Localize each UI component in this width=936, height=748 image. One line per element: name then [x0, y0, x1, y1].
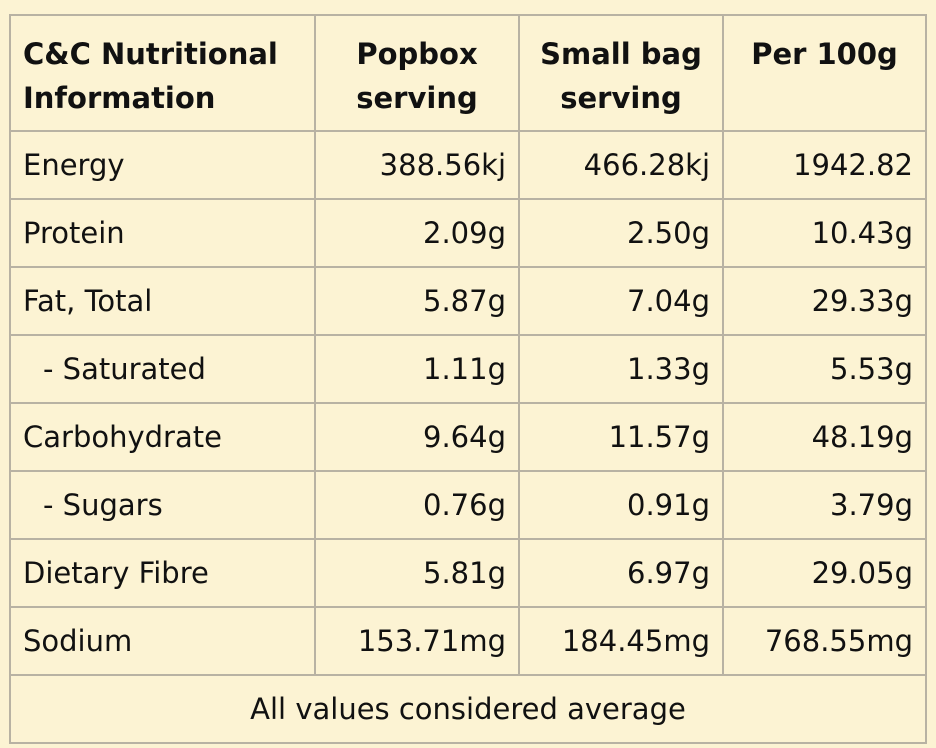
popbox-value: 5.81g	[314, 538, 520, 608]
table-row: Energy 388.56kj 466.28kj 1942.82	[9, 130, 927, 200]
table-row: Fat, Total 5.87g 7.04g 29.33g	[9, 266, 927, 336]
table-row: - Saturated 1.11g 1.33g 5.53g	[9, 334, 927, 404]
small-bag-value: 11.57g	[518, 402, 724, 472]
footer-row: All values considered average	[9, 674, 927, 744]
per-100g-value: 1942.82	[722, 130, 927, 200]
per-100g-value: 29.33g	[722, 266, 927, 336]
table-row: Sodium 153.71mg 184.45mg 768.55mg	[9, 606, 927, 676]
header-nutritional-information: C&C Nutritional Information	[9, 14, 316, 132]
small-bag-value: 0.91g	[518, 470, 724, 540]
table-row: Dietary Fibre 5.81g 6.97g 29.05g	[9, 538, 927, 608]
popbox-value: 153.71mg	[314, 606, 520, 676]
small-bag-value: 466.28kj	[518, 130, 724, 200]
per-100g-value: 29.05g	[722, 538, 927, 608]
row-label: Dietary Fibre	[9, 538, 316, 608]
row-label: - Sugars	[9, 470, 316, 540]
table-row: - Sugars 0.76g 0.91g 3.79g	[9, 470, 927, 540]
table-row: Carbohydrate 9.64g 11.57g 48.19g	[9, 402, 927, 472]
nutrition-table: C&C Nutritional Information Popbox servi…	[9, 14, 927, 744]
small-bag-value: 1.33g	[518, 334, 724, 404]
small-bag-value: 2.50g	[518, 198, 724, 268]
header-per-100g: Per 100g	[722, 14, 927, 132]
popbox-value: 2.09g	[314, 198, 520, 268]
popbox-value: 0.76g	[314, 470, 520, 540]
per-100g-value: 5.53g	[722, 334, 927, 404]
header-small-bag-serving: Small bag serving	[518, 14, 724, 132]
per-100g-value: 48.19g	[722, 402, 927, 472]
popbox-value: 388.56kj	[314, 130, 520, 200]
header-popbox-serving: Popbox serving	[314, 14, 520, 132]
row-label: Fat, Total	[9, 266, 316, 336]
row-label: Energy	[9, 130, 316, 200]
table-row: Protein 2.09g 2.50g 10.43g	[9, 198, 927, 268]
row-label: Sodium	[9, 606, 316, 676]
table-footer-note: All values considered average	[9, 674, 927, 744]
small-bag-value: 6.97g	[518, 538, 724, 608]
small-bag-value: 184.45mg	[518, 606, 724, 676]
popbox-value: 1.11g	[314, 334, 520, 404]
popbox-value: 9.64g	[314, 402, 520, 472]
popbox-value: 5.87g	[314, 266, 520, 336]
per-100g-value: 3.79g	[722, 470, 927, 540]
row-label: Carbohydrate	[9, 402, 316, 472]
header-row: C&C Nutritional Information Popbox servi…	[9, 14, 927, 132]
row-label: Protein	[9, 198, 316, 268]
per-100g-value: 10.43g	[722, 198, 927, 268]
per-100g-value: 768.55mg	[722, 606, 927, 676]
row-label: - Saturated	[9, 334, 316, 404]
small-bag-value: 7.04g	[518, 266, 724, 336]
